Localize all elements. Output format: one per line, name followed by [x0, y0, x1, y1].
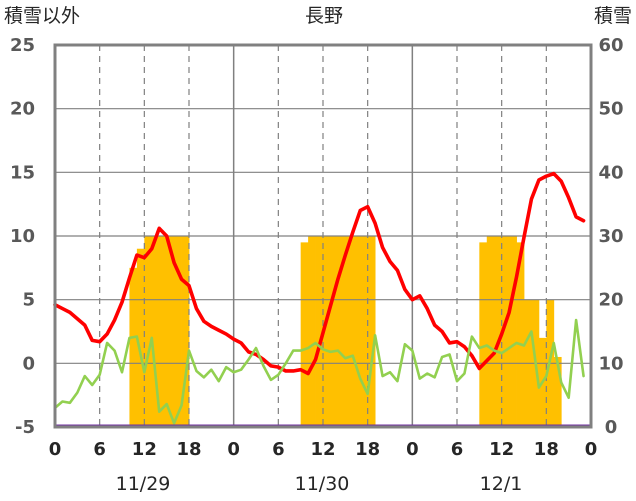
x-tick: 12	[489, 439, 514, 460]
gridlines	[55, 45, 591, 427]
snow-bar	[129, 267, 138, 427]
right-y-tick: 40	[598, 162, 623, 183]
chart-title: 長野	[305, 5, 343, 27]
left-y-tick: 10	[10, 226, 35, 247]
right-y-tick: 10	[598, 353, 623, 374]
series-lines	[53, 171, 586, 425]
x-tick: 18	[355, 439, 380, 460]
right-y-tick: 30	[598, 226, 623, 247]
snow-bar	[181, 236, 190, 427]
snow-depth-bars	[129, 236, 562, 427]
snow-bar	[300, 242, 309, 427]
x-tick: 6	[272, 439, 285, 460]
right-y-tick: 50	[598, 99, 623, 120]
green-series-line	[53, 318, 585, 425]
snow-bar	[494, 236, 503, 427]
snow-bar	[360, 236, 369, 427]
x-tick: 12	[310, 439, 335, 460]
snow-bar	[144, 236, 153, 427]
right-y-tick: 0	[605, 417, 618, 438]
plot-frame	[53, 43, 593, 429]
x-tick: 0	[49, 439, 62, 460]
snow-bar	[352, 236, 361, 427]
snow-bar	[166, 236, 175, 427]
snow-bar	[330, 236, 339, 427]
snow-bar	[516, 242, 525, 427]
snow-bar	[367, 236, 376, 427]
snow-bar	[136, 248, 145, 427]
snow-bar	[509, 236, 517, 427]
left-y-tick: 5	[22, 290, 35, 311]
snow-bar	[315, 236, 324, 427]
snow-bar	[159, 236, 168, 427]
snow-bar	[479, 242, 488, 427]
left-y-tick: 20	[10, 99, 35, 120]
day-label-2: 11/30	[295, 473, 350, 495]
snow-bar	[337, 236, 346, 427]
day-label-3: 12/1	[480, 473, 523, 495]
snow-bar	[323, 236, 331, 427]
snow-bar	[345, 236, 354, 427]
snow-bar	[174, 236, 182, 427]
x-tick: 0	[585, 439, 598, 460]
x-tick: 0	[227, 439, 240, 460]
snow-bar	[308, 236, 316, 427]
snow-bar	[553, 356, 562, 427]
x-tick: 0	[406, 439, 419, 460]
snow-bar	[486, 236, 495, 427]
x-tick: 6	[93, 439, 106, 460]
plot-border	[53, 43, 593, 429]
left-axis-label: 積雪以外	[4, 5, 80, 27]
left-y-tick: 25	[10, 35, 35, 56]
left-y-tick: -5	[15, 417, 35, 438]
left-y-tick: 15	[10, 162, 35, 183]
right-y-tick: 20	[598, 290, 623, 311]
day-label-1: 11/29	[116, 473, 171, 495]
x-tick: 6	[451, 439, 464, 460]
left-y-tick: 0	[22, 353, 35, 374]
x-tick: 12	[132, 439, 157, 460]
x-tick: 18	[176, 439, 201, 460]
x-tick: 18	[534, 439, 559, 460]
snow-bar	[501, 236, 510, 427]
snow-bar	[151, 236, 160, 427]
right-y-tick: 60	[598, 35, 623, 56]
axis-labels: -5 0 5 10 15 20 25 0 10 20 30 40 50 60 0 6 12 18 0 6 12 18 0 6 1…	[10, 35, 624, 460]
right-axis-label: 積雪	[594, 5, 632, 27]
